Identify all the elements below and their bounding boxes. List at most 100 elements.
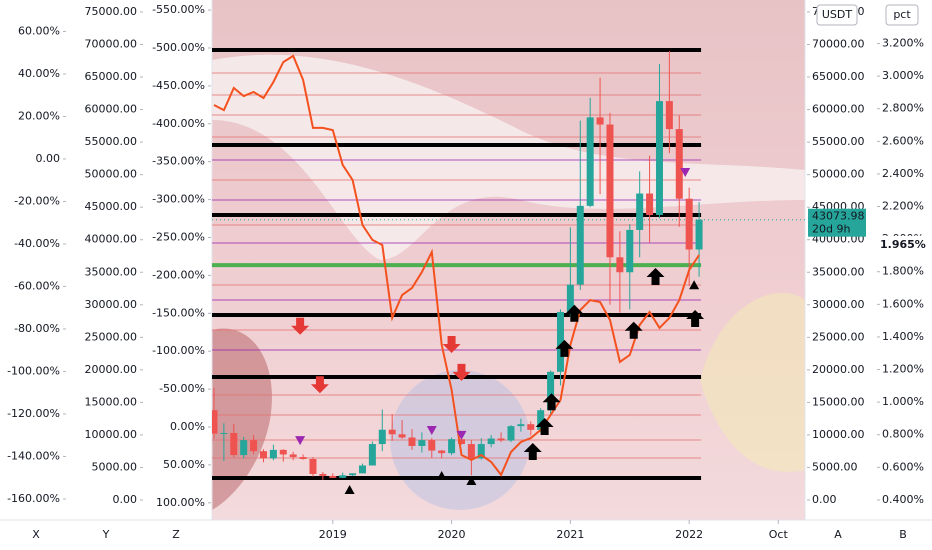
y-tick-label: 25000.00 [85, 330, 138, 343]
y-tick-label: 1.200% [882, 363, 924, 376]
candle-body [319, 473, 327, 476]
candle-body [517, 424, 525, 427]
y-tick-label: -140.00% [7, 449, 60, 462]
signal-marker [686, 309, 705, 327]
y-tick-label: -450.00% [152, 79, 205, 92]
y-tick-label: 60000.00 [85, 103, 138, 116]
candle-body [576, 205, 584, 285]
y-tick-label: 20.00% [18, 109, 60, 122]
last-price-label: 43073.98 [812, 210, 865, 223]
y-tick-label: -50.00% [159, 382, 205, 395]
signal-marker [535, 418, 554, 436]
candle-body [339, 475, 347, 478]
y-tick-label: 30000.00 [85, 298, 138, 311]
candle-body [388, 429, 396, 435]
candle-body [212, 410, 218, 434]
y-tick-label: 55000.00 [812, 135, 865, 148]
y-tick-label: -120.00% [7, 407, 60, 420]
axis-letter: B [899, 528, 907, 541]
candle-body [655, 101, 663, 215]
y-tick-label: -400.00% [152, 117, 205, 130]
candle-body [596, 117, 604, 125]
signal-marker [442, 335, 461, 353]
candle-body [547, 371, 555, 411]
y-tick-label: 0.00% [170, 420, 205, 433]
y-tick-label: -40.00% [14, 237, 60, 250]
y-tick-label: 0.00 [812, 493, 837, 506]
y-tick-label: 3.200% [882, 37, 924, 50]
candle-body [438, 450, 446, 454]
candle-body [695, 219, 703, 250]
candle-body [408, 437, 416, 446]
candle-body [497, 438, 505, 441]
candle-body [537, 410, 545, 430]
y-tick-label: 40.00% [18, 67, 60, 80]
y-tick-label: 35000.00 [812, 265, 865, 278]
signal-marker [310, 376, 329, 394]
markers [291, 168, 705, 494]
y-tick-label: 0.00 [113, 493, 138, 506]
signal-marker [680, 168, 691, 178]
last-price-tag [808, 208, 866, 237]
y-tick-label: 20000.00 [812, 363, 865, 376]
y-tick-label: 20000.00 [85, 363, 138, 376]
unit-label[interactable]: pct [893, 8, 911, 21]
signal-marker [344, 484, 355, 494]
y-tick-label: 1.600% [882, 297, 924, 310]
y-tick-label: -500.00% [152, 41, 205, 54]
unit-label[interactable]: USDT [822, 8, 853, 21]
signal-marker [624, 321, 643, 339]
y-tick-label: -150.00% [152, 306, 205, 319]
y-tick-label: 25000.00 [812, 330, 865, 343]
signal-marker [565, 304, 584, 322]
y-tick-label: 0.00 [36, 152, 61, 165]
y-tick-label: 15000.00 [812, 395, 865, 408]
candles [212, 51, 703, 480]
y-tick-label: 35000.00 [85, 265, 138, 278]
y-tick-label: 2.600% [882, 134, 924, 147]
y-tick-label: -80.00% [14, 322, 60, 335]
y-tick-label: 10000.00 [812, 428, 865, 441]
candle-body [527, 424, 535, 430]
signal-marker [689, 280, 700, 290]
y-tick-label: 55000.00 [85, 135, 138, 148]
y-tick-label: -350.00% [152, 155, 205, 168]
y-tick-label: 65000.00 [812, 70, 865, 83]
y-tick-label: 50000.00 [85, 168, 138, 181]
candle-body [636, 193, 644, 230]
candle-body [616, 257, 624, 273]
signal-marker [555, 339, 574, 357]
candle-body [467, 444, 475, 459]
candle-body [665, 101, 673, 130]
candle-body [299, 457, 307, 460]
signal-marker [426, 425, 437, 435]
y-tick-label: 65000.00 [85, 70, 138, 83]
indicator-line [213, 54, 700, 477]
line-layer [213, 54, 700, 477]
candle-body [428, 440, 436, 451]
candle-body [269, 449, 277, 459]
y-tick-label: 70000.00 [85, 38, 138, 51]
x-tick-label: 2022 [675, 528, 703, 541]
y-tick-label: -200.00% [152, 268, 205, 281]
signal-marker [436, 470, 447, 480]
y-tick-label: -60.00% [14, 279, 60, 292]
y-tick-label: 70000.00 [812, 38, 865, 51]
candle-body [378, 429, 386, 445]
signal-marker [452, 363, 471, 381]
candle-body [240, 440, 248, 456]
candle-body [250, 440, 258, 452]
signal-marker [646, 268, 665, 286]
y-tick-label: 1.400% [882, 330, 924, 343]
candle-body [418, 440, 426, 446]
signal-marker [456, 430, 467, 440]
y-tick-label: 0.600% [882, 460, 924, 473]
candle-body [626, 229, 634, 273]
y-tick-label: 60000.00 [812, 103, 865, 116]
x-tick-label: 2019 [319, 528, 347, 541]
y-tick-label: 60.00% [18, 24, 60, 37]
signal-marker [295, 436, 306, 446]
candle-body [566, 284, 574, 312]
y-tick-label: -160.00% [7, 492, 60, 505]
candle-body [279, 449, 287, 455]
